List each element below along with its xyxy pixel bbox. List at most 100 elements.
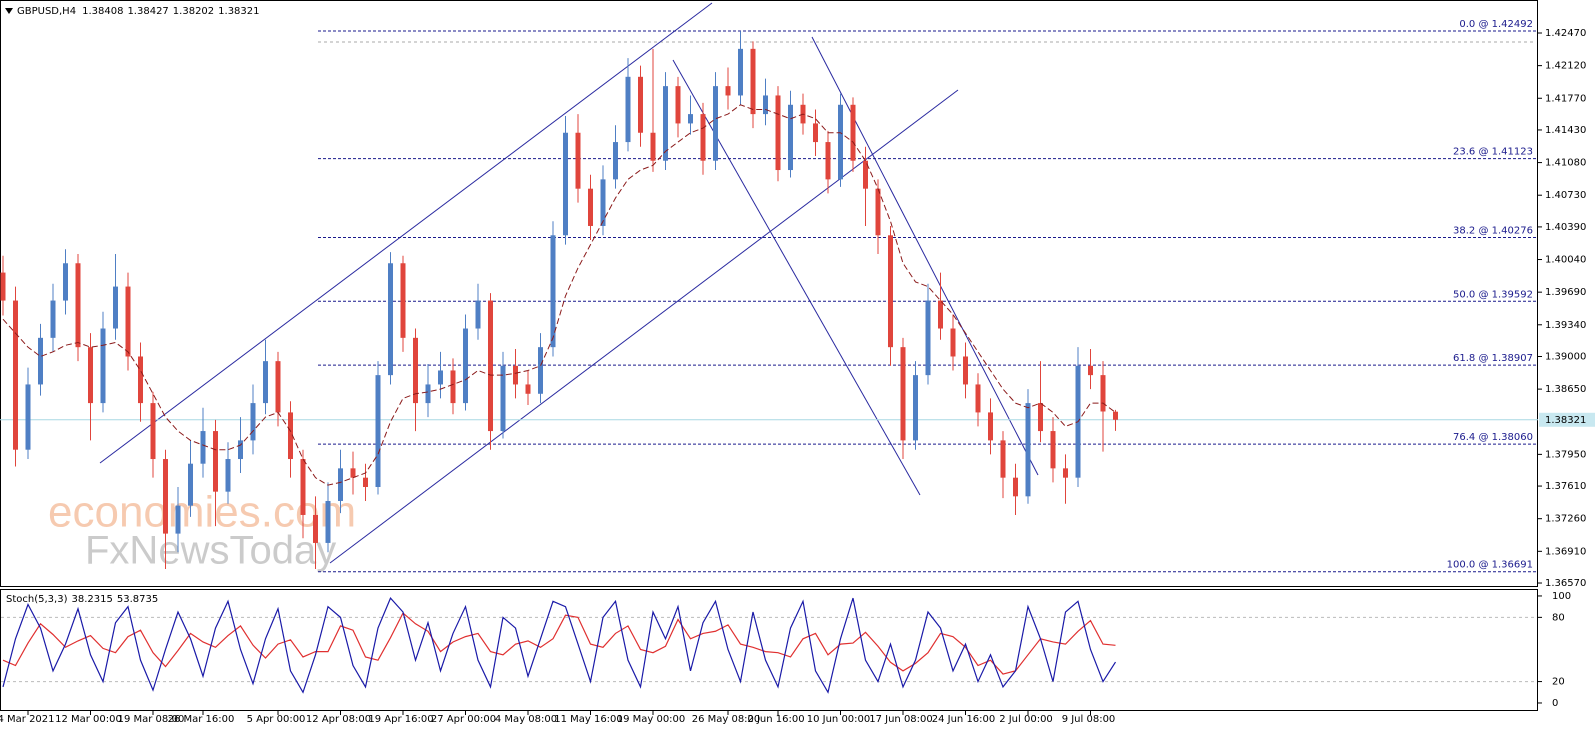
candle-body	[763, 95, 768, 115]
candle-body	[850, 104, 856, 161]
y-tick-label: 0	[1552, 698, 1558, 709]
candle-body	[113, 286, 118, 329]
x-tick-label: 12 Mar 00:00	[55, 714, 122, 725]
stoch-title: Stoch(5,3,3) 38.2315 53.8735	[6, 594, 158, 605]
candle-body	[150, 403, 156, 460]
y-tick-label: 1.41770	[1545, 93, 1586, 104]
y-tick-label: 1.41430	[1545, 125, 1586, 136]
current-price-label: 1.38321	[1545, 415, 1586, 426]
y-tick-label: 1.37260	[1545, 514, 1586, 525]
x-tick-label: 9 Jul 08:00	[1062, 714, 1116, 725]
candle-body	[450, 370, 456, 404]
candle-body	[500, 365, 506, 432]
y-tick-label: 1.42470	[1545, 28, 1586, 39]
candle-body	[188, 463, 193, 506]
header-high: 1.38427	[127, 6, 168, 17]
candle-body	[725, 86, 731, 96]
candle-body	[288, 412, 293, 460]
candle-body	[163, 459, 168, 534]
candle-body	[900, 347, 906, 441]
x-tick-label: 4 May 08:00	[495, 714, 557, 725]
header-close: 1.38321	[218, 6, 259, 17]
fib-label: 23.6 @ 1.41123	[1453, 147, 1533, 158]
candle-body	[0, 272, 6, 301]
candle-body	[238, 440, 243, 460]
candle-body	[825, 142, 831, 180]
candle-body	[513, 365, 518, 385]
fib-label: 0.0 @ 1.42492	[1459, 19, 1533, 30]
fib-label: 50.0 @ 1.39592	[1453, 289, 1533, 300]
moving-average	[2, 104, 1116, 486]
candle-body	[1025, 403, 1031, 497]
menu-arrow[interactable]	[5, 8, 13, 14]
candle-body	[138, 356, 143, 404]
candle-body	[1050, 431, 1056, 469]
candle-body	[1000, 440, 1006, 478]
symbol: GBPUSD,H4	[17, 6, 76, 17]
candle-body	[213, 431, 218, 492]
candle-body	[863, 160, 868, 189]
candle-body	[875, 188, 881, 236]
y-tick-label: 1.39000	[1545, 351, 1586, 362]
candle-body	[738, 48, 743, 96]
candle-body	[325, 500, 331, 543]
candle-body	[125, 286, 131, 357]
current-price-box	[1539, 412, 1595, 427]
y-tick-label: 1.39690	[1545, 287, 1586, 298]
candle-body	[250, 403, 256, 441]
candle-body	[1088, 365, 1093, 376]
y-tick-label: 20	[1552, 677, 1565, 688]
candle-body	[913, 375, 918, 441]
y-tick-label: 1.37950	[1545, 449, 1586, 460]
candle-body	[663, 86, 668, 161]
candle-body	[400, 263, 406, 338]
candle-body	[300, 459, 306, 515]
candle-body	[463, 328, 468, 404]
stoch-line	[2, 612, 1116, 675]
candle-body	[488, 300, 493, 432]
x-tick-label: 19 Apr 16:00	[368, 714, 433, 725]
candle-body	[563, 132, 568, 236]
candle-body	[1013, 477, 1018, 497]
candle-body	[275, 361, 281, 413]
y-tick-label: 1.36570	[1545, 578, 1586, 589]
y-tick-label: 1.36910	[1545, 546, 1586, 557]
fib-label: 100.0 @ 1.36691	[1447, 560, 1533, 571]
indicator: Stoch(5,3,3)	[6, 594, 68, 605]
candle-body	[788, 104, 793, 171]
down-line	[811, 36, 1039, 476]
y-tick-label: 1.39340	[1545, 320, 1586, 331]
x-tick-label: 5 Apr 00:00	[247, 714, 306, 725]
stoch-k: 38.2315	[71, 594, 112, 605]
candle-body	[700, 114, 706, 161]
candle-body	[938, 300, 943, 329]
candle-body	[650, 132, 656, 161]
candle-body	[888, 235, 893, 348]
x-tick-label: 19 May 00:00	[617, 714, 686, 725]
candle-body	[388, 263, 393, 376]
candle-body	[475, 300, 481, 329]
candle-body	[425, 384, 431, 404]
candle-body	[225, 459, 231, 492]
candle-body	[538, 347, 543, 394]
candle-body	[775, 95, 781, 171]
candle-body	[575, 132, 581, 189]
x-tick-label: 26 Mar 16:00	[168, 714, 235, 725]
candle-body	[688, 114, 693, 124]
candle-body	[1063, 468, 1068, 478]
y-tick-label: 1.37610	[1545, 481, 1586, 492]
candle-body	[438, 370, 443, 385]
candle-body	[363, 477, 368, 487]
x-tick-label: 24 Jun 16:00	[932, 714, 996, 725]
candle-body	[88, 347, 93, 404]
candle-body	[988, 412, 993, 441]
candle-body	[925, 300, 931, 376]
candle-body	[313, 514, 318, 543]
candle-body	[338, 468, 343, 501]
candle-body	[1100, 375, 1106, 412]
candle-body	[975, 384, 981, 413]
x-tick-label: 12 Apr 08:00	[306, 714, 371, 725]
candle-body	[838, 104, 843, 180]
header-open: 1.38408	[82, 6, 123, 17]
